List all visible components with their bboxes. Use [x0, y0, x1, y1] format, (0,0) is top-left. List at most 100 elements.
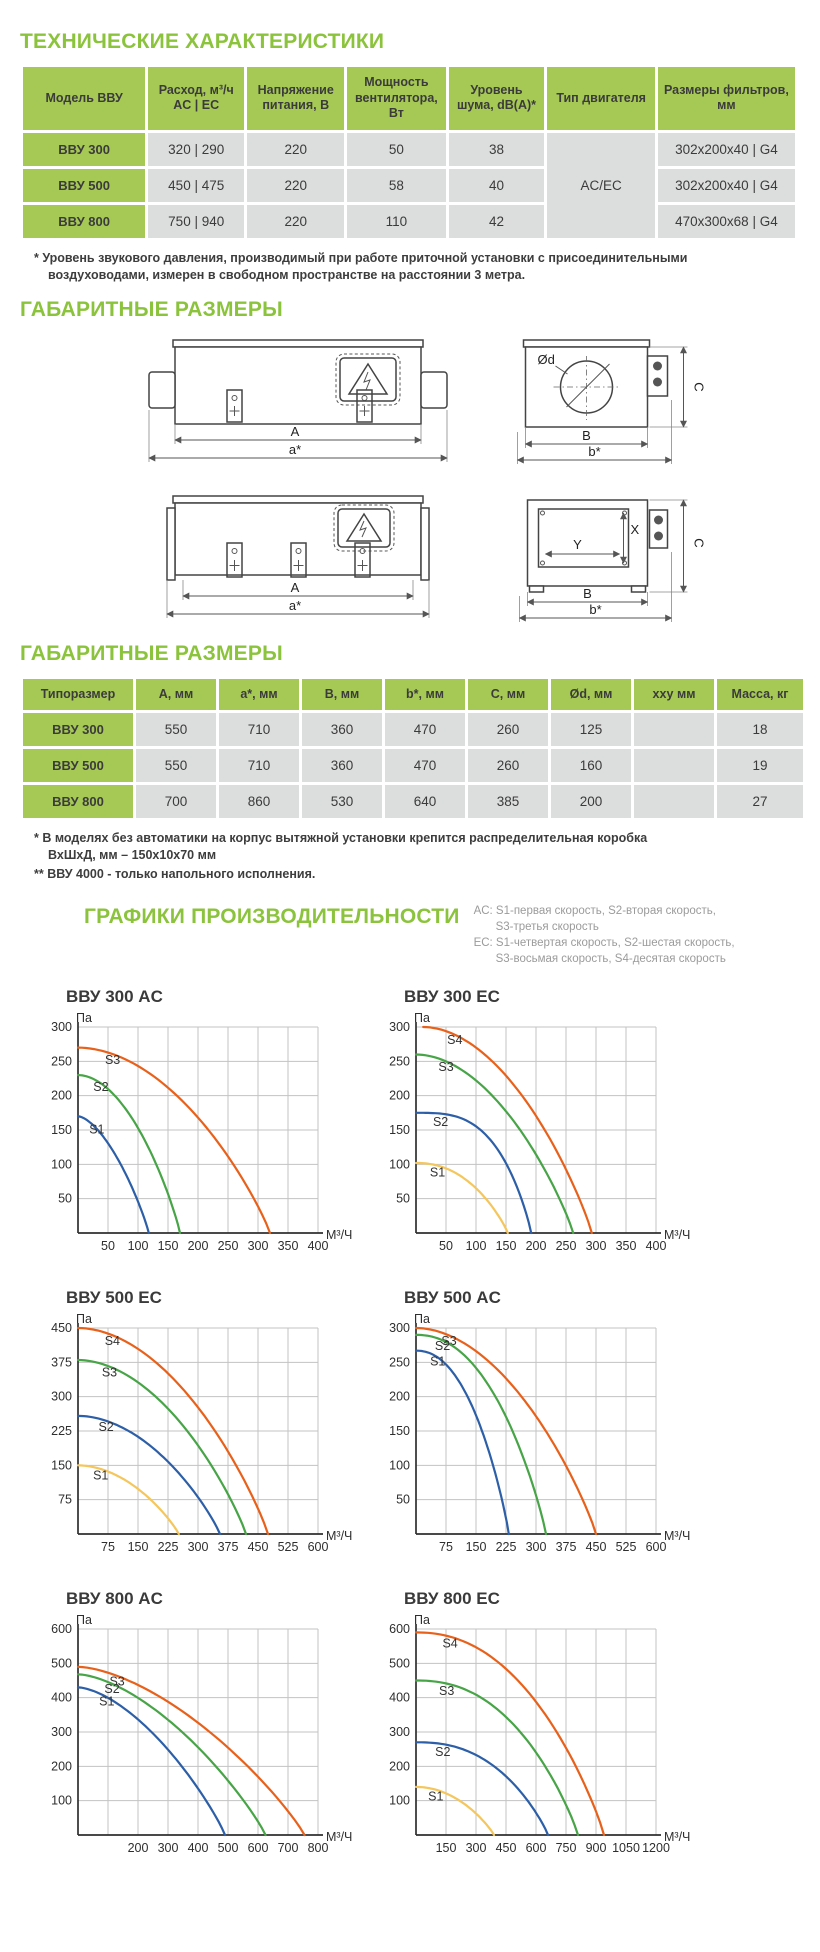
- A-cell: 700: [136, 785, 216, 819]
- chart-bby-800-ac: ВВУ 800 AC 200 300 400 500 600 700 800 100 200 30…: [38, 1573, 370, 1874]
- col-header-C: С, мм: [468, 678, 548, 711]
- dim-label-C: C: [692, 382, 707, 391]
- dimension-drawings: A a* Ød C B b*: [138, 332, 800, 628]
- series-label: S3: [438, 1060, 453, 1074]
- col-header-voltage: Напряжение питания, В: [247, 67, 345, 130]
- curve-S3: [414, 1053, 575, 1235]
- A-cell: 550: [136, 713, 216, 747]
- y-tick-label: 100: [389, 1459, 410, 1473]
- y-tick-label: 50: [396, 1192, 410, 1206]
- mounting-bracket-icon: [356, 388, 373, 423]
- series-label: S2: [93, 1080, 108, 1094]
- curve-S1: [76, 1464, 180, 1536]
- x-tick-label: 225: [158, 1540, 179, 1554]
- legend-line-ec: EC: S1-четвертая скорость, S2-шестая ско…: [473, 937, 735, 950]
- y-tick-label: 100: [51, 1794, 72, 1808]
- x-tick-label: 300: [526, 1540, 547, 1554]
- x-tick-label: 600: [308, 1540, 329, 1554]
- fan-curve-chart: 50 100 150 200 250 300 350 400 50 100 150 200 250 300…: [389, 1011, 690, 1253]
- filter-cell: 470x300x68 | G4: [657, 204, 795, 238]
- y-axis-unit: Па: [76, 1011, 92, 1025]
- dim-label-B: B: [583, 586, 592, 601]
- x-tick-label: 450: [496, 1841, 517, 1855]
- curve-S2: [414, 1111, 533, 1235]
- x-tick-label: 50: [101, 1239, 115, 1253]
- chart-title: ВВУ 800 AC: [66, 1589, 163, 1609]
- B-cell: 360: [302, 749, 382, 783]
- chart-bby-500-ec: ВВУ 500 EC 75 150 225 300 375 450 525 600 75 150 2…: [38, 1272, 370, 1573]
- chart-title: ВВУ 800 EC: [404, 1589, 500, 1609]
- noise-cell: 40: [448, 168, 545, 202]
- model-cell: ВВУ 300: [23, 713, 133, 747]
- dims-footnote-2: ** ВВУ 4000 - только напольного исполнен…: [34, 867, 316, 881]
- curve-S4: [76, 1327, 270, 1536]
- warning-plate-icon: [335, 353, 401, 406]
- x-tick-label: 450: [248, 1540, 269, 1554]
- x-tick-label: 200: [128, 1841, 149, 1855]
- dim-label-B: B: [582, 428, 591, 443]
- y-tick-label: 200: [51, 1760, 72, 1774]
- dim-label-X: X: [631, 522, 640, 537]
- x-tick-label: 400: [188, 1841, 209, 1855]
- y-tick-label: 500: [389, 1657, 410, 1671]
- model-cell: ВВУ 500: [23, 749, 133, 783]
- mounting-bracket-icon: [354, 541, 371, 578]
- b-star-cell: 470: [385, 713, 465, 747]
- y-tick-label: 300: [389, 1321, 410, 1335]
- C-cell: 385: [468, 785, 548, 819]
- table-row: ВВУ 500 450 | 475 220 58 40 302x200x40 |…: [23, 168, 795, 202]
- xxy-cell: [634, 785, 714, 819]
- x-axis-unit: М³/Ч: [664, 1830, 690, 1844]
- x-tick-label: 1200: [642, 1841, 670, 1855]
- noise-cell: 38: [448, 132, 545, 166]
- x-tick-label: 375: [218, 1540, 239, 1554]
- curve-S3: [414, 1679, 580, 1837]
- x-tick-label: 150: [466, 1540, 487, 1554]
- x-tick-label: 400: [308, 1239, 329, 1253]
- fan-curve-chart: 200 300 400 500 600 700 800 100 200 300 400 500 600 П…: [51, 1613, 352, 1855]
- b-star-cell: 640: [385, 785, 465, 819]
- y-tick-label: 500: [51, 1657, 72, 1671]
- curve-S4: [414, 1631, 606, 1837]
- charts-title: ГРАФИКИ ПРОИЗВОДИТЕЛЬНОСТИ: [84, 904, 460, 928]
- curve-S2: [76, 1074, 182, 1235]
- y-tick-label: 300: [51, 1020, 72, 1034]
- mass-cell: 19: [717, 749, 803, 783]
- x-tick-label: 600: [646, 1540, 667, 1554]
- curve-S3: [414, 1327, 598, 1536]
- x-tick-label: 300: [188, 1540, 209, 1554]
- fan-curve-chart: 150 300 450 600 750 900 1050 1200 100 200 300 400 50…: [389, 1613, 690, 1855]
- warning-plate-icon: [333, 504, 395, 552]
- col-header-a-star: a*, мм: [219, 678, 299, 711]
- power-cell: 58: [347, 168, 446, 202]
- charts-header: ГРАФИКИ ПРОИЗВОДИТЕЛЬНОСТИ AC: S1-первая…: [84, 901, 800, 967]
- x-tick-label: 525: [278, 1540, 299, 1554]
- y-tick-label: 450: [51, 1321, 72, 1335]
- series-label: S1: [93, 1469, 108, 1483]
- flow-cell: 320 | 290: [148, 132, 245, 166]
- voltage-cell: 220: [247, 204, 345, 238]
- tech-specs-table: Модель ВВУ Расход, м³/ч AC | EC Напряжен…: [20, 64, 798, 241]
- x-tick-label: 375: [556, 1540, 577, 1554]
- unit-lid: [172, 338, 424, 348]
- x-tick-label: 350: [616, 1239, 637, 1253]
- y-axis-unit: Па: [76, 1312, 92, 1326]
- series-label: S4: [105, 1334, 120, 1348]
- table-header-row: Типоразмер А, мм a*, мм В, мм b*, мм С, …: [23, 678, 803, 711]
- x-tick-label: 600: [248, 1841, 269, 1855]
- B-cell: 360: [302, 713, 382, 747]
- dimensions-title: ГАБАРИТНЫЕ РАЗМЕРЫ: [20, 297, 283, 321]
- series-label: S3: [439, 1684, 454, 1698]
- y-tick-label: 250: [389, 1055, 410, 1069]
- unit-lid: [522, 338, 651, 348]
- foot-right: [630, 584, 647, 593]
- duct-left: [148, 370, 176, 409]
- voltage-cell: 220: [247, 132, 345, 166]
- x-tick-label: 525: [616, 1540, 637, 1554]
- a-star-cell: 860: [219, 785, 299, 819]
- C-cell: 260: [468, 749, 548, 783]
- fan-curve-chart: 75 150 225 300 375 450 525 600 75 150 225 300 375 450…: [51, 1312, 352, 1554]
- series-label: S2: [435, 1745, 450, 1759]
- legend-line-ac: AC: S1-первая скорость, S2-вторая скорос…: [473, 904, 716, 917]
- x-tick-label: 250: [556, 1239, 577, 1253]
